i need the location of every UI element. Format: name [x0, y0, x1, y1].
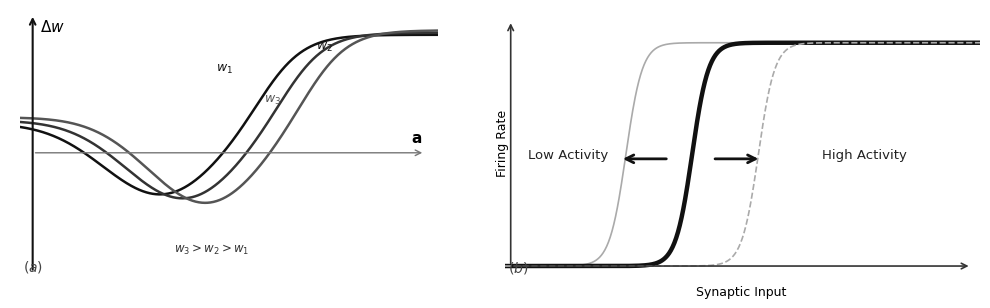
Text: $w_2$: $w_2$ — [316, 40, 333, 54]
Text: $\Delta w$: $\Delta w$ — [41, 19, 65, 35]
Text: $(b)$: $(b)$ — [508, 260, 529, 276]
Text: $(a)$: $(a)$ — [23, 259, 44, 275]
Text: $w_3$: $w_3$ — [264, 94, 281, 107]
Text: $\mathbf{a}$: $\mathbf{a}$ — [411, 131, 422, 146]
Text: $w_3>w_2>w_1$: $w_3>w_2>w_1$ — [174, 243, 249, 257]
Text: High Activity: High Activity — [823, 149, 908, 162]
Text: Firing Rate: Firing Rate — [496, 110, 509, 177]
Text: Synaptic Input: Synaptic Input — [696, 286, 786, 299]
Text: $w_1$: $w_1$ — [216, 63, 233, 75]
Text: Low Activity: Low Activity — [529, 149, 609, 162]
